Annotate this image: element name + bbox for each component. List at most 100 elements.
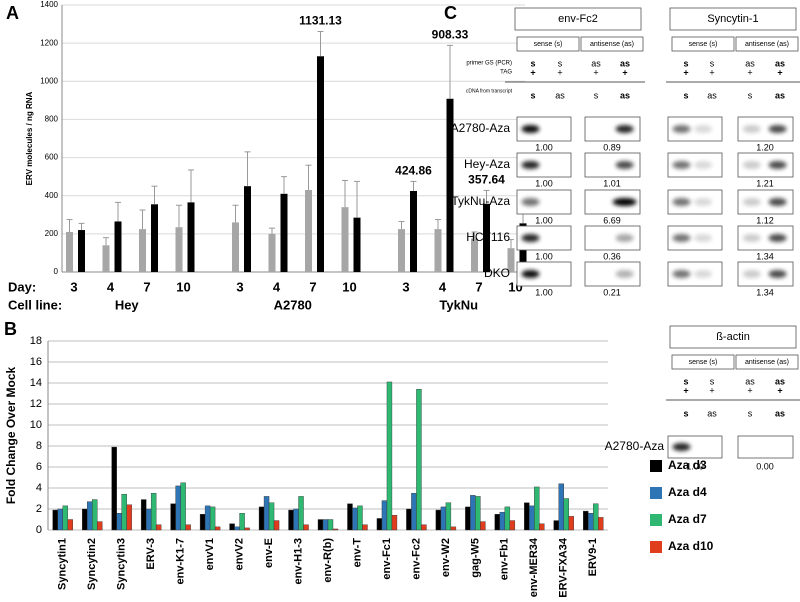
y-tick-label: 16 <box>30 356 42 368</box>
cdna: s <box>748 408 753 418</box>
x-tick-label: envV2 <box>233 538 245 570</box>
bar <box>381 500 388 531</box>
bar <box>362 524 368 531</box>
tag: + <box>683 67 688 77</box>
bar <box>465 506 471 531</box>
quant: 6.69 <box>603 215 621 225</box>
data-label: 908.33 <box>432 28 469 42</box>
gel-band <box>672 198 691 206</box>
gel-band <box>768 234 787 242</box>
primer: as <box>620 58 630 68</box>
bar <box>507 248 515 272</box>
gel-band <box>742 125 761 133</box>
bar <box>534 486 540 531</box>
gel-band <box>521 125 540 133</box>
y-tick-label: 8 <box>36 440 42 452</box>
bar <box>204 505 211 531</box>
tag: + <box>557 67 562 77</box>
gel-band <box>694 125 713 133</box>
bar <box>155 524 162 531</box>
bar <box>529 505 535 531</box>
sub-box <box>516 36 580 52</box>
quant: 1.01 <box>603 178 621 188</box>
bar <box>376 518 383 531</box>
primer: s <box>530 58 535 68</box>
primer: as <box>775 376 785 386</box>
bar <box>504 506 511 531</box>
bar <box>327 519 334 531</box>
bar <box>553 520 559 531</box>
bar <box>317 56 324 273</box>
tag: + <box>777 385 782 395</box>
y-tick-label: 0 <box>54 267 59 276</box>
x-tick-label: ERV-FXA34 <box>558 537 570 598</box>
x-tick-label: env-T <box>351 538 363 568</box>
bar <box>406 508 412 531</box>
gel-box <box>516 261 572 287</box>
gel-band <box>694 270 713 278</box>
bar <box>298 496 304 531</box>
y-tick-label: 1200 <box>40 38 58 47</box>
gel-box <box>737 435 794 459</box>
bar <box>558 483 564 531</box>
x-tick-label: 7 <box>475 279 482 294</box>
gel-band <box>742 161 761 169</box>
bar <box>229 523 235 531</box>
x-tick-label: ERV-3 <box>145 538 157 570</box>
cdna: s <box>683 90 688 100</box>
gel-band <box>521 270 540 278</box>
sub-title: antisense (as) <box>745 359 789 366</box>
sub-title: sense (s) <box>689 41 718 48</box>
blot-title-box <box>669 7 797 31</box>
legend-swatch <box>650 541 662 553</box>
primer: s <box>710 376 715 386</box>
y-axis-title: ERV molecules / ng RNA <box>25 91 34 185</box>
bar <box>386 381 393 531</box>
bar <box>347 503 353 531</box>
bar <box>483 203 490 272</box>
bar <box>568 516 574 531</box>
tag: + <box>747 67 752 77</box>
x-tick-label: 10 <box>342 279 356 294</box>
bar <box>57 508 63 531</box>
x-tick-label: 10 <box>176 279 190 294</box>
gel-band <box>672 443 691 451</box>
panel-label: C <box>444 3 457 23</box>
y-axis-title: Fold Change Over Mock <box>4 366 18 504</box>
side-label: primer GS (PCR) <box>466 61 512 67</box>
tag: + <box>777 67 782 77</box>
gel-band <box>672 125 691 133</box>
quant: 1.00 <box>535 215 553 225</box>
gel-band <box>768 161 787 169</box>
gel-band <box>694 234 713 242</box>
bar <box>475 496 481 531</box>
bar <box>445 502 452 531</box>
gel-band <box>768 125 787 133</box>
gel-band <box>612 198 637 206</box>
y-tick-label: 14 <box>30 377 42 389</box>
bar <box>239 513 245 531</box>
x-tick-label: 4 <box>107 279 115 294</box>
sub-title: sense (s) <box>534 41 563 48</box>
bar <box>524 502 530 531</box>
gel-band <box>521 198 540 206</box>
sub-box <box>735 36 799 52</box>
bar <box>244 186 251 272</box>
primer: as <box>745 376 755 386</box>
x-tick-label: Syncytin1 <box>57 538 69 590</box>
bar <box>244 527 250 531</box>
bar <box>435 509 442 531</box>
y-tick-label: 1400 <box>40 0 58 9</box>
bar <box>62 505 68 531</box>
bar <box>199 514 206 531</box>
bar <box>116 513 122 531</box>
bar <box>170 503 176 531</box>
bar <box>357 505 363 531</box>
quant: 0.36 <box>603 251 621 261</box>
x-tick-label: 4 <box>273 279 281 294</box>
x-tick-label: env-H1-3 <box>292 538 304 584</box>
bar <box>303 524 309 531</box>
bar <box>234 526 240 531</box>
bar <box>111 446 117 531</box>
